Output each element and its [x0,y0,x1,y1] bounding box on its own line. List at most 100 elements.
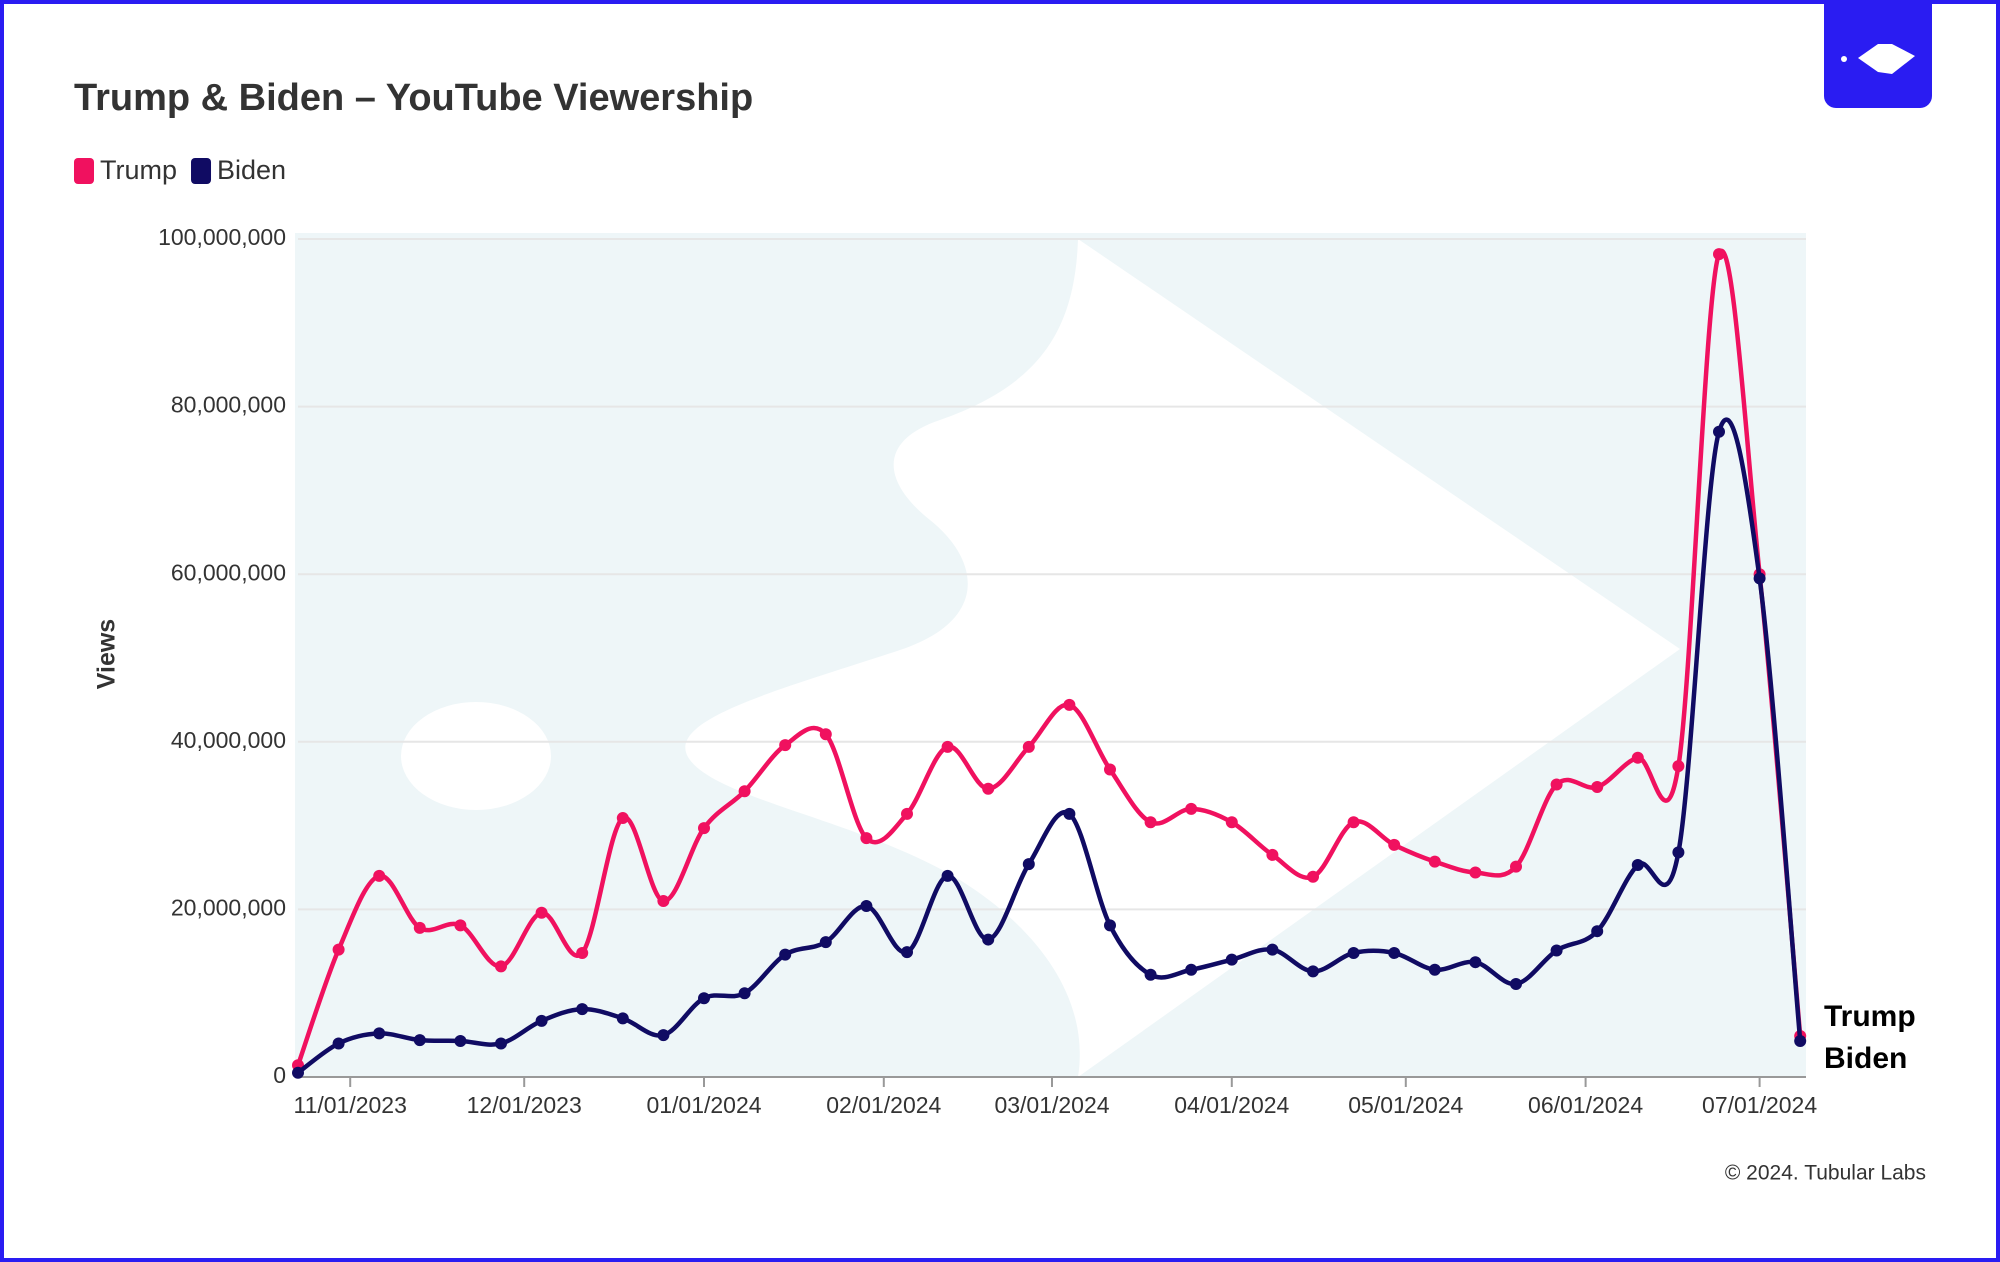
data-point [413,921,426,934]
data-point [982,782,995,795]
data-point [1266,943,1279,956]
data-point [1469,866,1482,879]
data-point [1550,778,1563,791]
data-point [1022,858,1035,871]
data-point [779,948,792,961]
legend-swatch [191,158,212,184]
chart-title: Trump & Biden – YouTube Viewership [74,77,753,119]
data-point [738,987,751,1000]
data-point [1753,572,1766,585]
end-label: Biden [1824,1042,1907,1075]
data-point [1428,855,1441,868]
data-point [1185,802,1198,815]
data-point [332,1037,345,1050]
data-point [698,992,710,1005]
data-point [698,822,710,835]
y-tick-label: 40,000,000 [171,727,286,753]
data-point [1388,838,1401,851]
end-label: Trump [1824,1000,1916,1033]
data-point [616,1012,629,1025]
data-point [1347,946,1360,959]
data-point [1469,956,1482,969]
watermark [685,239,1680,1077]
plot-background [295,233,1806,1077]
data-point [1388,946,1401,959]
data-point [454,919,467,932]
data-point [1185,963,1198,976]
data-point [413,1034,426,1047]
legend-swatch [74,158,94,184]
y-tick-label: 100,000,000 [158,224,286,250]
data-point [1672,760,1685,773]
x-tick-label: 12/01/2023 [467,1092,582,1118]
y-tick-label: 60,000,000 [171,559,286,585]
data-point [1631,858,1644,871]
logo-dot [1841,56,1847,62]
data-point [1510,977,1522,990]
x-tick-label: 11/01/2023 [293,1092,406,1118]
data-point [332,943,345,956]
data-point [616,812,629,825]
data-point [901,807,913,820]
data-point [1104,763,1116,776]
data-point [1063,807,1076,820]
x-tick-label: 04/01/2024 [1174,1092,1289,1118]
data-point [941,740,954,753]
data-point [1347,816,1360,829]
data-point [982,933,995,946]
data-point [1307,870,1319,883]
x-tick-label: 01/01/2024 [646,1092,761,1118]
data-point [819,936,832,949]
data-point [1144,816,1157,829]
data-point [819,728,832,741]
data-point [1713,248,1725,261]
data-point [779,739,792,752]
data-point [1672,846,1685,859]
data-point [738,785,751,798]
x-tick-label: 05/01/2024 [1348,1092,1463,1118]
data-point [535,1014,548,1027]
x-tick-label: 03/01/2024 [994,1092,1109,1118]
data-point [1022,740,1035,753]
legend-label: Biden [217,155,286,185]
data-point [1266,848,1279,861]
x-tick-label: 02/01/2024 [826,1092,941,1118]
footer: © 2024. Tubular Labs [1725,1162,1926,1185]
data-point [941,869,954,882]
logo-arrow [1858,44,1915,74]
legend-label: Trump [100,155,177,185]
data-point [1591,925,1604,938]
data-point [576,1003,589,1016]
data-point [495,1037,507,1050]
data-point [1713,425,1725,438]
series-line [295,248,1803,1067]
data-point [495,960,507,973]
data-point [1510,860,1522,873]
y-tick-label: 0 [273,1062,286,1088]
data-point [535,906,548,919]
x-tick-label: 06/01/2024 [1528,1092,1643,1118]
x-tick-label: 07/01/2024 [1702,1092,1817,1118]
y-tick-label: 80,000,000 [171,392,286,418]
data-point [1225,816,1238,829]
data-point [1428,963,1441,976]
data-point [1225,953,1238,966]
data-point [657,895,670,908]
data-point [860,900,873,913]
watermark-dot [401,702,551,810]
data-point [454,1034,467,1047]
data-point [901,946,913,959]
data-point [1063,698,1076,711]
y-tick-label: 20,000,000 [171,894,286,920]
logo [1824,0,1932,108]
data-point [292,1066,304,1079]
data-point [373,869,386,882]
data-point [657,1029,670,1042]
data-point [1104,919,1116,932]
y-axis-title: Views [93,619,121,689]
data-point [1144,968,1157,981]
data-point [1307,965,1319,978]
data-point [576,946,589,959]
